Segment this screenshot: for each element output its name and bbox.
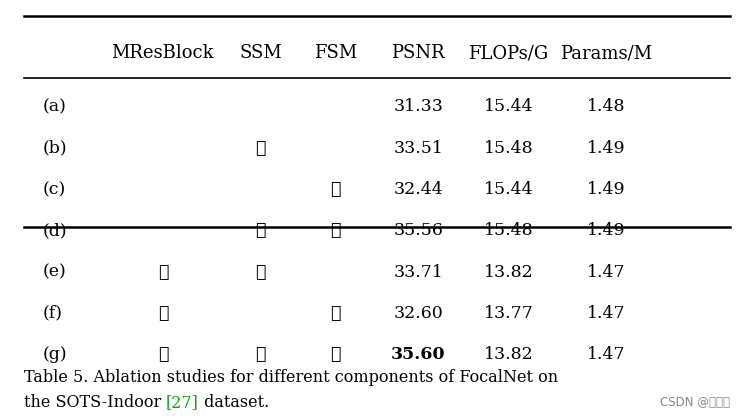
Text: (f): (f): [43, 305, 63, 322]
Text: (a): (a): [43, 98, 66, 115]
Text: ✓: ✓: [330, 346, 341, 363]
Text: 33.51: 33.51: [394, 140, 443, 156]
Text: MResBlock: MResBlock: [112, 44, 214, 62]
Text: ✓: ✓: [256, 264, 265, 280]
Text: ✓: ✓: [256, 346, 265, 363]
Text: 1.49: 1.49: [587, 181, 625, 198]
Text: 1.49: 1.49: [587, 222, 625, 239]
Text: ✓: ✓: [158, 305, 168, 322]
Text: dataset.: dataset.: [198, 394, 268, 411]
Text: (g): (g): [43, 346, 67, 363]
Text: 1.49: 1.49: [587, 140, 625, 156]
Text: [27]: [27]: [166, 394, 198, 411]
Text: 13.82: 13.82: [483, 346, 533, 363]
Text: 15.48: 15.48: [483, 222, 533, 239]
Text: 1.47: 1.47: [587, 305, 625, 322]
Text: Table 5. Ablation studies for different components of FocalNet on: Table 5. Ablation studies for different …: [24, 369, 558, 386]
Text: ✓: ✓: [330, 181, 341, 198]
Text: 13.77: 13.77: [483, 305, 533, 322]
Text: the SOTS-Indoor: the SOTS-Indoor: [24, 394, 167, 411]
Text: 1.47: 1.47: [587, 346, 625, 363]
Text: 15.48: 15.48: [483, 140, 533, 156]
Text: FLOPs/G: FLOPs/G: [468, 44, 548, 62]
Text: 13.82: 13.82: [483, 264, 533, 280]
Text: (c): (c): [43, 181, 66, 198]
Text: ✓: ✓: [158, 264, 168, 280]
Text: 32.60: 32.60: [394, 305, 443, 322]
Text: 1.48: 1.48: [587, 98, 625, 115]
Text: 35.56: 35.56: [394, 222, 443, 239]
Text: PSNR: PSNR: [391, 44, 445, 62]
Text: 15.44: 15.44: [483, 181, 533, 198]
Text: 32.44: 32.44: [394, 181, 443, 198]
Text: ✓: ✓: [256, 222, 265, 239]
Text: ✓: ✓: [330, 222, 341, 239]
Text: (d): (d): [43, 222, 67, 239]
Text: CSDN @觉大侠: CSDN @觉大侠: [660, 396, 730, 409]
Text: ✓: ✓: [256, 140, 265, 156]
Text: ✓: ✓: [158, 346, 168, 363]
Text: (b): (b): [43, 140, 67, 156]
Text: 1.47: 1.47: [587, 264, 625, 280]
Text: SSM: SSM: [239, 44, 282, 62]
Text: 31.33: 31.33: [394, 98, 443, 115]
Text: ✓: ✓: [330, 305, 341, 322]
Text: (e): (e): [43, 264, 66, 280]
Text: 33.71: 33.71: [394, 264, 443, 280]
Text: FSM: FSM: [314, 44, 357, 62]
Text: 15.44: 15.44: [483, 98, 533, 115]
Text: Params/M: Params/M: [560, 44, 652, 62]
Text: 35.60: 35.60: [391, 346, 446, 363]
